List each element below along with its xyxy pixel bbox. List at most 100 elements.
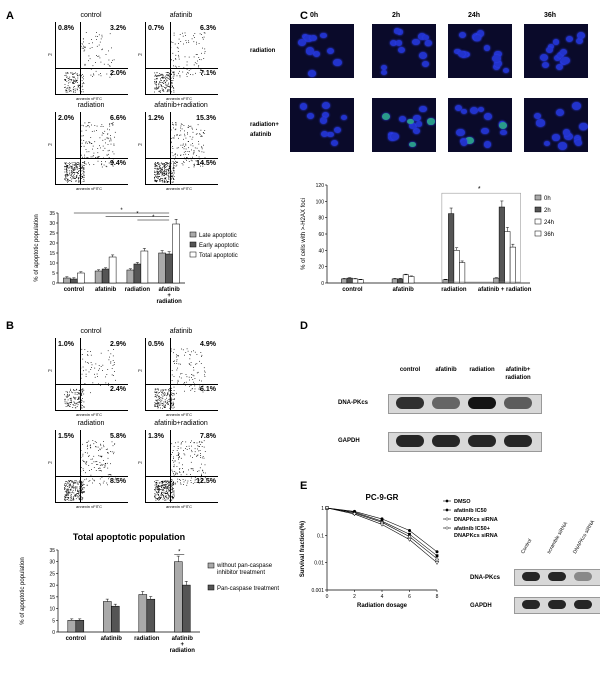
flow-dot [83, 491, 85, 492]
flow-dot [66, 172, 68, 174]
flow-scatter-dots [64, 32, 115, 93]
flow-dot [163, 89, 164, 91]
flow-dot [72, 487, 74, 489]
flow-dot [163, 494, 164, 496]
quadrant-upper-left-percent: 0.7% [148, 25, 164, 32]
flow-dot [171, 370, 173, 371]
flow-dot [163, 401, 165, 403]
flow-dot [162, 173, 164, 175]
flow-dot [182, 479, 184, 480]
flow-dot [154, 405, 155, 407]
flow-dot [83, 167, 85, 169]
flow-dot [87, 354, 88, 356]
flow-dot [73, 396, 74, 398]
flow-dot [77, 398, 79, 400]
flow-dot [81, 486, 82, 488]
panel-c-letter: C [300, 10, 308, 22]
flow-dot [70, 496, 72, 498]
bar [397, 278, 404, 284]
bar [111, 605, 120, 633]
flow-dot [183, 138, 184, 140]
flow-dot [86, 478, 87, 480]
x-tick-label: radiation [170, 648, 196, 654]
flow-dot [172, 161, 174, 162]
flow-dot [168, 487, 170, 489]
flow-dot [80, 165, 82, 167]
flow-dot [89, 445, 91, 447]
flow-dot [195, 72, 196, 74]
flow-dot [107, 150, 109, 152]
flow-dot [199, 72, 201, 73]
flow-dot [81, 142, 83, 144]
flow-x-axis-label: annexin vFITC [76, 96, 103, 101]
flow-dot [164, 487, 166, 489]
flow-dot [73, 89, 74, 91]
flow-dot [75, 494, 77, 495]
flow-dot [185, 151, 187, 152]
flow-dot [76, 88, 78, 90]
flow-dot [154, 493, 156, 494]
flow-dot [155, 480, 157, 481]
flow-dot [81, 130, 83, 132]
flow-dot [100, 75, 102, 77]
flow-dot [65, 73, 67, 75]
flow-y-axis-label: PI [138, 460, 142, 465]
flow-dot [72, 404, 74, 406]
flow-dot [170, 47, 172, 49]
flow-dot [161, 173, 163, 175]
flow-dot [165, 481, 167, 483]
flow-dot [95, 442, 97, 443]
flow-dot [87, 444, 88, 446]
flow-dot [109, 137, 111, 139]
flow-dot [94, 367, 96, 369]
flow-dot [92, 148, 93, 150]
flow-dot [178, 58, 180, 60]
flow-dot [156, 171, 158, 173]
flow-dot [163, 171, 165, 172]
flow-dot [66, 174, 68, 176]
flow-dot [199, 33, 201, 35]
flow-dot [158, 162, 160, 164]
cell-nucleus [474, 35, 481, 41]
flow-dot [154, 170, 155, 172]
flow-dot [73, 162, 75, 163]
flow-dot [157, 75, 159, 77]
flow-dot [170, 479, 172, 480]
flow-plot: 1.3% 7.8% 12.5% annexin vFITC PI [138, 430, 218, 509]
flow-dot [173, 446, 175, 447]
flow-dot [156, 392, 158, 394]
y-tick-label: 10 [49, 607, 55, 613]
flow-dot [78, 165, 80, 167]
flow-dot [184, 158, 186, 160]
flow-dot [155, 399, 157, 401]
flow-dot [158, 173, 160, 175]
flow-dot [194, 351, 196, 353]
flow-dot [72, 177, 74, 179]
flow-dot [77, 77, 79, 79]
flow-dot [164, 481, 165, 483]
flow-dot [64, 79, 65, 80]
flow-dot [167, 162, 169, 164]
timepoint-label: 0h [310, 12, 319, 19]
cell-nucleus [422, 61, 429, 68]
flow-dot [160, 401, 162, 403]
data-point [379, 522, 385, 527]
flow-dot [70, 388, 71, 390]
flow-dot [178, 458, 179, 460]
flow-dot [72, 74, 73, 75]
flow-dot [165, 164, 166, 166]
flow-dot [172, 71, 173, 73]
flow-dot [66, 168, 67, 169]
flow-dot [192, 468, 194, 470]
flow-dot [172, 490, 174, 492]
flow-dot [182, 468, 183, 469]
flow-dot [204, 472, 206, 474]
flow-dot [69, 480, 70, 482]
bar [63, 277, 71, 284]
bar [352, 278, 359, 284]
flow-dot [108, 149, 110, 151]
flow-dot [90, 68, 92, 70]
flow-dot [71, 170, 72, 172]
x-tick-label: 2 [353, 594, 356, 600]
cell-nucleus [409, 122, 417, 130]
